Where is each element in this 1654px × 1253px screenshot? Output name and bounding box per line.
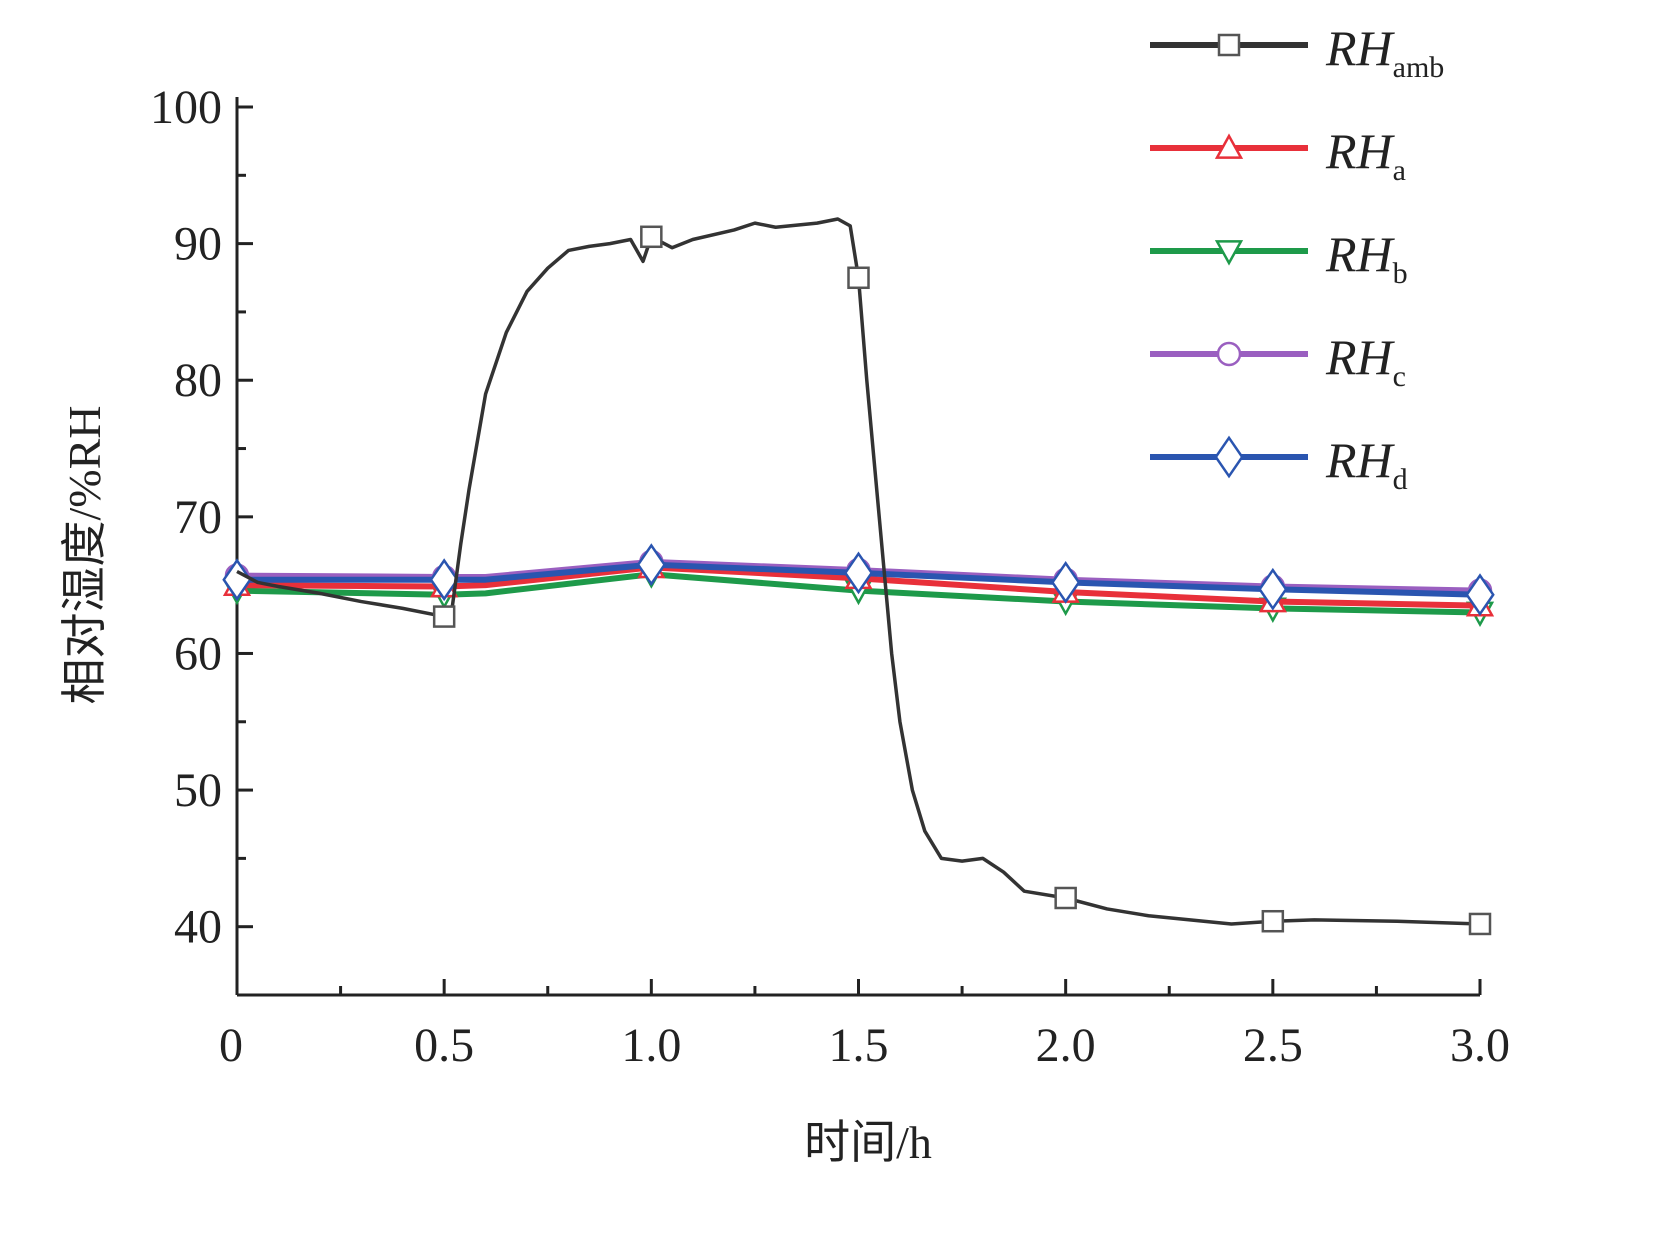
legend-marker [1214, 240, 1244, 266]
tick-labels: 40 50 60 70 80 90 100 0 0.5 1.0 1.5 2.0 2.5 3.0 [150, 81, 1510, 1072]
y-axis-label: 相对湿度/%RH [59, 406, 110, 705]
legend-label-main: RH [1325, 226, 1396, 282]
data-point-RHd [843, 551, 874, 595]
legend-label-sub: a [1393, 154, 1406, 187]
x-tick-label: 1.0 [621, 1019, 681, 1072]
x-axis-label: 时间/h [804, 1117, 932, 1168]
data-point-RHamb [1261, 909, 1285, 933]
legend-marker [1217, 33, 1241, 57]
legend-label: RHc [1325, 329, 1406, 393]
axes [235, 97, 1482, 997]
x-tick-label: 2.5 [1243, 1019, 1303, 1072]
data-point-RHamb [640, 225, 663, 249]
x-tick-label: 2.0 [1036, 1019, 1096, 1072]
data-point-RHd [222, 558, 252, 602]
data-point-RHd [1050, 561, 1081, 604]
data-point-RHd [429, 558, 459, 602]
data-point-RHamb [1468, 912, 1492, 936]
legend-label-main: RH [1325, 329, 1396, 385]
data-point-RHd [1258, 567, 1288, 611]
legend-label-sub: b [1393, 257, 1408, 290]
y-tick-label: 80 [174, 354, 222, 407]
legend-item-RHd: RHd [1150, 432, 1408, 496]
legend-marker [1216, 341, 1242, 367]
x-tick-label: 3.0 [1450, 1019, 1510, 1072]
data-point-RHamb [1054, 886, 1077, 910]
legend-label-main: RH [1325, 20, 1396, 76]
legend-item-RHa: RHa [1150, 123, 1406, 187]
data-point-RHamb [847, 266, 870, 290]
legend-label-main: RH [1325, 123, 1396, 179]
legend-item-RHb: RHb [1150, 226, 1408, 290]
series-RHd [222, 543, 1495, 617]
y-tick-label: 60 [174, 627, 222, 680]
x-tick-label: 0 [219, 1019, 243, 1072]
legend-label-sub: amb [1393, 51, 1445, 84]
y-tick-label: 50 [174, 764, 222, 817]
y-tick-label: 100 [150, 81, 222, 134]
legend-item-RHc: RHc [1150, 329, 1406, 393]
legend-item-RHamb: RHamb [1150, 20, 1444, 84]
legend-marker [1214, 435, 1244, 479]
y-tick-label: 40 [174, 901, 222, 954]
legend-label: RHd [1325, 432, 1408, 496]
legend-label: RHamb [1325, 20, 1444, 84]
legend-label: RHb [1325, 226, 1408, 290]
legend-marker [1214, 133, 1244, 159]
y-tick-label: 70 [174, 491, 222, 544]
data-point-RHd [636, 543, 667, 587]
data-point-RHd [1465, 573, 1495, 617]
plot-area [222, 217, 1495, 936]
series-RHamb [236, 217, 1492, 936]
legend-label: RHa [1325, 123, 1406, 187]
x-tick-label: 0.5 [414, 1019, 474, 1072]
legend-label-sub: d [1393, 463, 1408, 496]
y-tick-label: 90 [174, 218, 222, 271]
x-tick-label: 1.5 [829, 1019, 889, 1072]
legend-label-sub: c [1393, 360, 1406, 393]
data-point-RHamb [432, 605, 456, 628]
legend-label-main: RH [1325, 432, 1396, 488]
